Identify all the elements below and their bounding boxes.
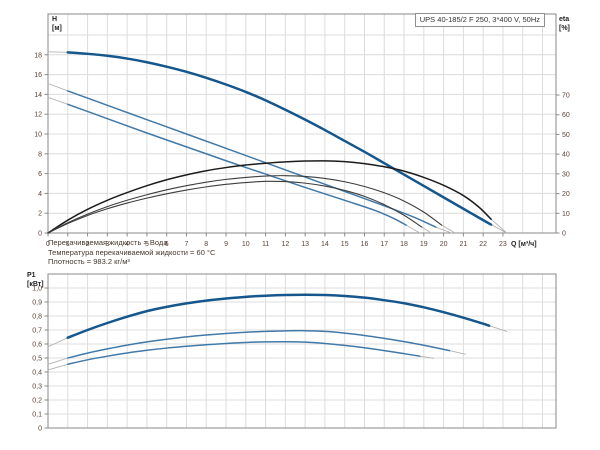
eta-tick-label: 20 (562, 191, 570, 198)
p1-axis-label-unit: [кВт] (27, 281, 44, 288)
hq-curve-speed1-tail (405, 224, 421, 234)
eta-axis-label: eta [%] (559, 15, 570, 33)
h-axis-label-symbol: H (52, 16, 58, 23)
eta-tick-label: 40 (562, 152, 570, 159)
p1-tick-label: 0,7 (32, 328, 42, 335)
x-tick-label: 4 (125, 241, 129, 248)
x-tick-label: 23 (499, 241, 507, 248)
h-tick-label: 0 (38, 231, 42, 238)
x-tick-label: 14 (321, 241, 329, 248)
eta-tick-label: 50 (562, 132, 570, 139)
hq-curve-speed3 (66, 51, 493, 226)
x-tick-label: 17 (380, 241, 388, 248)
eta-tick-label: 30 (562, 171, 570, 178)
hq-curve-speed2-tail (435, 226, 452, 234)
x-tick-label: 9 (224, 241, 228, 248)
p1-curve-speed3-lead (47, 337, 69, 348)
eta-axis-label-unit: [%] (559, 25, 570, 32)
x-tick-label: 0 (46, 241, 50, 248)
h-tick-label: 6 (38, 171, 42, 178)
h-axis-label-unit: [м] (52, 25, 62, 32)
p1-tick-label: 0,2 (32, 398, 42, 405)
eta-curve-speed1-tail (421, 226, 431, 233)
eta-tick-label: 60 (562, 112, 570, 119)
p1-curve-speed2 (67, 329, 451, 359)
p1-axis-label-symbol: P1 (27, 272, 36, 279)
p1-tick-label: 0,3 (32, 384, 42, 391)
condition-temperature: Температура перекачиваемой жидкости = 60… (48, 247, 216, 257)
h-tick-label: 12 (34, 112, 42, 119)
pumped-liquid-conditions: Перекачиваемая жидкость = Вода Температу… (48, 238, 215, 267)
condition-density: Плотность = 983.2 кг/м³ (48, 257, 130, 266)
p1-axis-label: P1 [кВт] (27, 271, 44, 289)
h-tick-label: 4 (38, 191, 42, 198)
condition-liquid: Перекачиваемая жидкость = Вода (48, 238, 168, 247)
p1-tick-label: 0 (38, 426, 42, 433)
p1-tick-label: 0,5 (32, 356, 42, 363)
x-tick-label: 7 (185, 241, 189, 248)
p1-curve-speed3 (66, 293, 491, 339)
x-tick-label: 15 (341, 241, 349, 248)
x-tick-label: 10 (242, 241, 250, 248)
p1-tick-label: 0,6 (32, 342, 42, 349)
p1-curve-speed1-lead (47, 363, 69, 371)
plot-border (47, 273, 557, 429)
p1-tick-label: 0,9 (32, 300, 42, 307)
hq-curve-speed2-lead (47, 83, 69, 92)
eta-tick-label: 10 (562, 211, 570, 218)
h-tick-label: 10 (34, 132, 42, 139)
x-tick-label: 3 (105, 241, 109, 248)
eta-axis-label-symbol: eta (559, 16, 570, 23)
p1-curve-speed1-tail (419, 355, 435, 359)
hq-curve-speed1 (67, 103, 407, 226)
p1-tick-label: 0,8 (32, 314, 42, 321)
h-tick-label: 8 (38, 151, 42, 158)
h-tick-label: 16 (34, 72, 42, 79)
q-axis-label: Q [м³/ч] (511, 241, 537, 248)
chart-title-box: UPS 40-185/2 F 250, 3*400 V, 50Hz (414, 13, 545, 27)
p1-curve-speed1 (67, 340, 421, 366)
eta-tick-label: 0 (562, 231, 566, 238)
p1-tick-label: 0,4 (32, 370, 42, 377)
hq-curve-speed2 (67, 90, 437, 228)
eta-tick-label: 70 (562, 93, 570, 100)
x-tick-label: 1 (66, 241, 70, 248)
x-tick-label: 8 (204, 241, 208, 248)
x-tick-label: 2 (86, 241, 90, 248)
h-tick-label: 14 (34, 92, 42, 99)
x-tick-label: 6 (165, 241, 169, 248)
h-axis-label: H [м] (52, 15, 62, 33)
eta-curve-speed3 (47, 160, 492, 234)
plot-border (47, 13, 557, 234)
eta-curve-speed1 (47, 180, 423, 234)
hq-curve-speed1-lead (47, 96, 69, 105)
h-tick-label: 18 (34, 52, 42, 59)
x-tick-label: 18 (400, 241, 408, 248)
p1-tick-label: 0,1 (32, 412, 42, 419)
eta-curve-speed2-tail (441, 224, 454, 233)
x-tick-label: 20 (440, 241, 448, 248)
x-tick-label: 22 (479, 241, 487, 248)
h-tick-label: 2 (38, 211, 42, 218)
x-tick-label: 16 (361, 241, 369, 248)
eta-curve-speed3-tail (490, 218, 508, 234)
p1-curve-speed2-lead (47, 357, 69, 365)
p1-tick-label: 1,0 (32, 286, 42, 293)
x-tick-label: 12 (281, 241, 289, 248)
x-tick-label: 19 (420, 241, 428, 248)
x-tick-label: 21 (459, 241, 467, 248)
x-tick-label: 13 (301, 241, 309, 248)
x-tick-label: 5 (145, 241, 149, 248)
p1-curve-speed3-tail (488, 325, 508, 332)
x-tick-label: 11 (262, 241, 269, 248)
eta-curve-speed2 (47, 175, 443, 234)
p1-curve-speed2-tail (449, 350, 466, 355)
